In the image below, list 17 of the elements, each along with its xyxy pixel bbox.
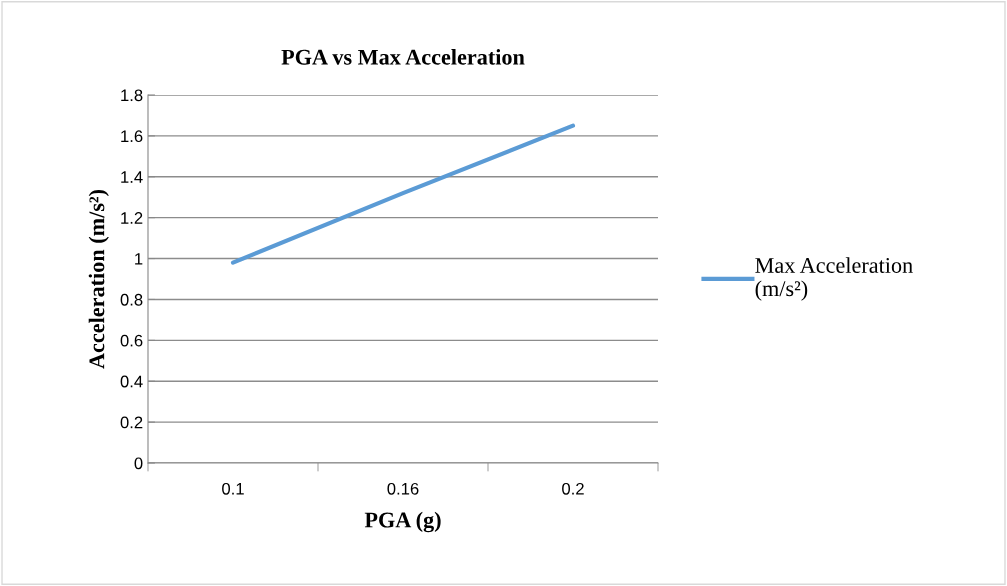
chart-title: PGA vs Max Acceleration	[281, 49, 525, 65]
y-axis-title: Acceleration (m/s²)	[88, 189, 109, 369]
y-tick-label: 1	[135, 253, 143, 265]
x-tick-label: 0.16	[387, 482, 419, 495]
x-axis-title: PGA (g)	[364, 511, 441, 533]
x-tick-label: 0.1	[222, 482, 244, 495]
y-tick-label: 1.2	[121, 212, 143, 224]
legend-label: Max Acceleration (m/s²)	[755, 257, 913, 301]
y-tick-label: 1.4	[121, 171, 143, 183]
y-tick-label: 1.6	[121, 130, 143, 143]
y-tick-label: 0.8	[120, 293, 143, 306]
y-tick-label: 1.8	[121, 89, 143, 102]
x-tick-label: 0.2	[562, 482, 584, 495]
y-tick-label: 0	[134, 457, 143, 470]
y-tick-label: 0.6	[120, 334, 143, 347]
y-tick-label: 0.2	[120, 416, 143, 429]
y-tick-label: 0.4	[120, 375, 143, 388]
